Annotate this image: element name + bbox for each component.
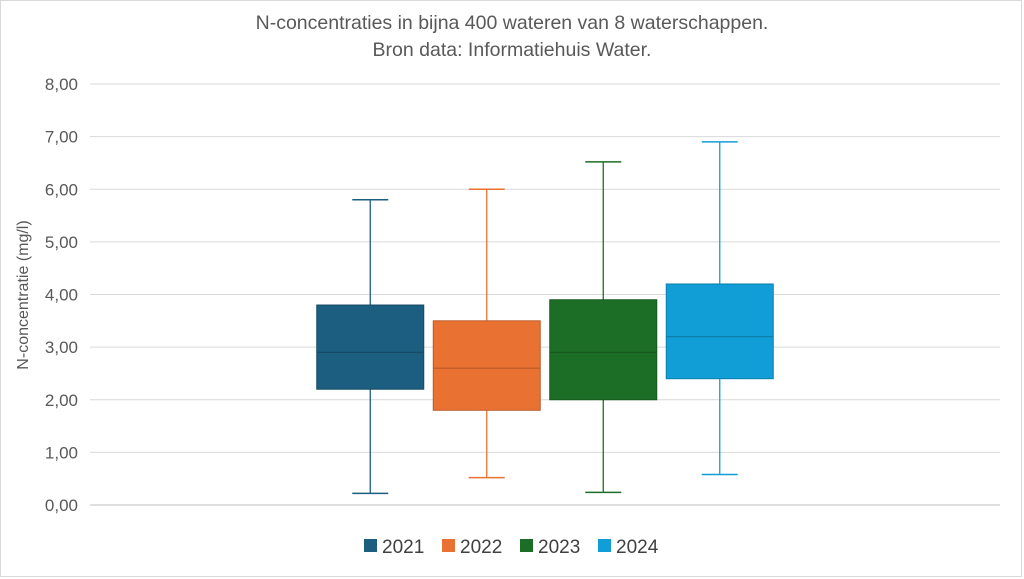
legend-swatch xyxy=(598,539,611,552)
box-2022 xyxy=(432,188,541,479)
gridlines xyxy=(90,83,1000,506)
legend-item-2022: 2022 xyxy=(442,537,502,558)
y-tick-label: 3,00 xyxy=(45,338,78,357)
box-body xyxy=(665,283,774,380)
chart-subtitle: Bron data: Informatiehuis Water. xyxy=(372,39,652,61)
y-tick-label: 2,00 xyxy=(45,391,78,410)
box-2023 xyxy=(549,161,658,494)
box-2021 xyxy=(316,199,425,495)
box-2024 xyxy=(665,141,774,476)
y-axis-ticks: 0,00 1,00 2,00 3,00 4,00 5,00 6,00 7,00 8,00 xyxy=(45,75,78,515)
chart-title: N-concentraties in bijna 400 wateren van… xyxy=(255,12,769,34)
box-body xyxy=(549,299,658,401)
y-tick-label: 1,00 xyxy=(45,443,78,462)
y-tick-label: 8,00 xyxy=(45,75,78,94)
box-body xyxy=(316,304,425,390)
legend-item-2024: 2024 xyxy=(598,537,659,558)
legend-label: 2021 xyxy=(382,537,424,558)
y-axis-label: N-concentratie (mg/l) xyxy=(15,220,32,369)
y-tick-label: 0,00 xyxy=(45,496,78,515)
y-tick-label: 6,00 xyxy=(45,180,78,199)
y-tick-label: 4,00 xyxy=(45,286,78,305)
y-tick-label: 7,00 xyxy=(45,128,78,147)
legend-item-2023: 2023 xyxy=(520,537,580,558)
legend-item-2021: 2021 xyxy=(364,537,424,558)
y-tick-label: 5,00 xyxy=(45,233,78,252)
legend-label: 2024 xyxy=(616,537,659,558)
legend-swatch xyxy=(520,539,533,552)
legend: 2021 2022 2023 2024 xyxy=(364,537,659,558)
legend-label: 2023 xyxy=(538,537,580,558)
box-series xyxy=(316,141,774,495)
box-body xyxy=(432,320,541,411)
legend-label: 2022 xyxy=(460,537,502,558)
legend-swatch xyxy=(442,539,455,552)
chart-title-block: N-concentraties in bijna 400 wateren van… xyxy=(0,10,1024,64)
legend-swatch xyxy=(364,539,377,552)
